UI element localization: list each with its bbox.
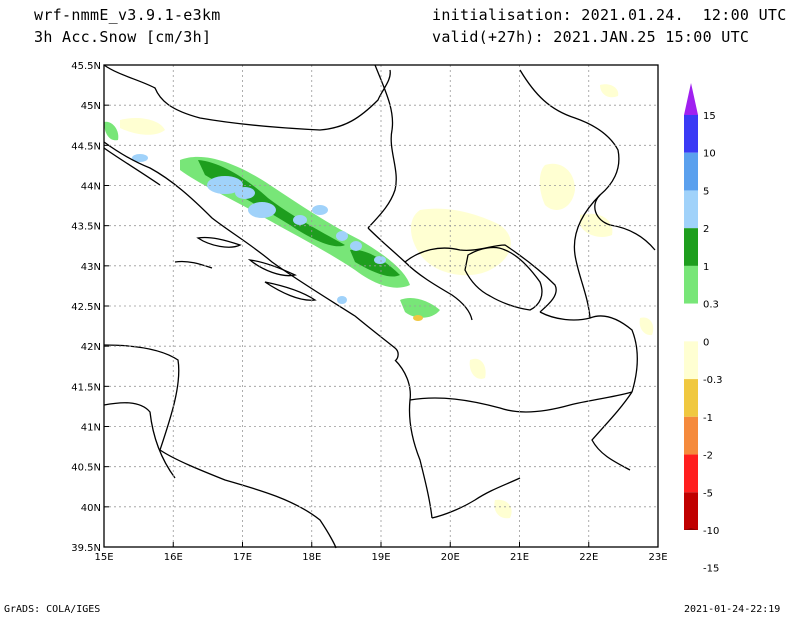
light-snow-area [639,317,654,336]
snow-max-blue [235,187,255,199]
legend-label: -10 [703,526,719,537]
light-snow-area [600,84,619,98]
snow-max-blue [248,202,276,218]
footer-credit: GrADS: COLA/IGES [4,604,101,615]
light-snow-area [469,358,486,379]
legend-label: 0.3 [703,300,719,311]
legend-swatch [684,228,698,266]
lat-label: 43.5N [71,222,101,233]
snow-band-green [400,298,440,318]
legend-label: -2 [703,451,713,462]
snow-max-blue [132,154,148,162]
lat-label: 40.5N [71,463,101,474]
field-title: 3h Acc.Snow [cm/3h] [34,28,212,46]
legend-label: -5 [703,488,713,499]
legend-label: 1 [703,262,709,273]
borders [103,64,656,549]
legend-label: 10 [703,149,716,160]
legend-label: 0 [703,337,709,348]
legend-top-arrow [684,83,698,115]
lat-label: 45N [81,101,101,112]
light-snow-area [494,499,512,519]
legend-label: 15 [703,111,716,122]
map-frame [103,64,659,548]
legend-label: 5 [703,186,709,197]
lat-label: 43N [81,262,101,273]
lat-label: 41.5N [71,382,101,393]
legend-swatch [684,416,698,455]
light-snow-area [580,213,613,237]
snow-max-blue [336,231,348,241]
lat-label: 44N [81,182,101,193]
lon-label: 16E [164,552,183,563]
snow-band-green [104,121,119,141]
precip-shading [104,84,654,519]
snow-core-darkgreen [198,160,345,247]
lat-label: 42N [81,342,101,353]
lat-label: 39.5N [71,543,101,554]
legend-label: -15 [703,564,719,575]
lat-label: 45.5N [71,61,101,72]
map-grid: 15E 16E 17E 18E 19E 20E 21E 22E 23E 39.5N 40N 40.5N… [71,61,667,563]
color-legend: 15 10 5 2 1 0.3 0 -0.3 -1 -2 -5 -10 -15 [684,83,723,575]
rain-spot [413,315,423,321]
snow-max-blue [207,176,243,194]
lon-label: 23E [648,552,667,563]
light-snow-area [120,118,165,135]
legend-swatch [684,265,698,304]
legend-label: -0.3 [703,375,723,386]
snow-max-blue [350,241,362,251]
footer-timestamp: 2021-01-24-22:19 [684,604,781,615]
light-snow-area [539,163,575,210]
legend-swatch [684,454,698,493]
snow-core-darkgreen [350,249,400,277]
snow-max-blue [293,215,307,225]
lat-label: 44.5N [71,141,101,152]
legend-bottom-arrow [684,528,698,530]
lon-label: 22E [579,552,598,563]
snow-max-blue [312,205,328,215]
legend-swatch [684,190,698,229]
valid-time: valid(+27h): 2021.JAN.25 15:00 UTC [432,28,750,46]
lat-label: 42.5N [71,302,101,313]
legend-label: 2 [703,224,709,235]
legend-swatch [684,341,698,380]
snow-max-blue [374,256,386,264]
legend-label: -1 [703,413,713,424]
lon-label: 15E [94,552,113,563]
legend-swatch [684,492,698,530]
lon-label: 17E [233,552,252,563]
model-title: wrf-nmmE_v3.9.1-e3km [34,6,221,24]
legend-swatch [684,303,698,342]
lat-label: 41N [81,423,101,434]
legend-swatch [684,379,698,417]
lon-label: 20E [441,552,460,563]
lon-label: 19E [371,552,390,563]
snow-max-blue [337,296,347,304]
lat-label: 40N [81,503,101,514]
legend-swatch [684,115,698,153]
light-snow-area [410,208,511,276]
legend-swatch [684,152,698,191]
lon-label: 18E [302,552,321,563]
init-time: initialisation: 2021.01.24. 12:00 UTC [432,6,787,24]
lon-label: 21E [510,552,529,563]
